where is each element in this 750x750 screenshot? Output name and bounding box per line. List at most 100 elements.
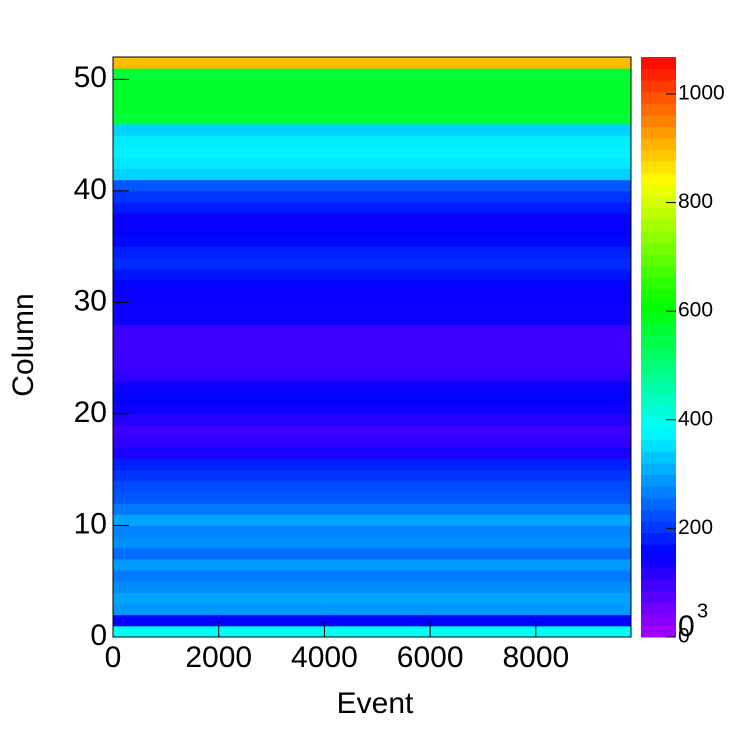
x-tick-label: 0 bbox=[105, 641, 122, 674]
x-tick-label: 8000 bbox=[502, 641, 569, 674]
colorbar-band bbox=[641, 219, 676, 232]
colorbar-band bbox=[641, 207, 676, 220]
heatmap-cell bbox=[113, 469, 631, 482]
colorbar-band bbox=[641, 428, 676, 441]
colorbar-band bbox=[641, 335, 676, 348]
heatmap-cell bbox=[113, 536, 631, 549]
z-tick-label: 800 bbox=[678, 190, 713, 213]
colorbar-band bbox=[641, 625, 676, 638]
heatmap-cell bbox=[113, 503, 631, 515]
colorbar-band bbox=[641, 242, 676, 255]
y-tick-label: 50 bbox=[74, 61, 107, 94]
heatmap-cell bbox=[113, 447, 631, 460]
heatmap-cell bbox=[113, 391, 631, 404]
colorbar-band bbox=[641, 323, 676, 336]
colorbar-band bbox=[641, 590, 676, 603]
colorbar-band bbox=[641, 521, 676, 534]
heatmap-cell bbox=[113, 358, 631, 370]
colorbar-band bbox=[641, 381, 676, 394]
heatmap-cell bbox=[113, 614, 631, 627]
heatmap-cell bbox=[113, 257, 631, 270]
heatmap-cell bbox=[113, 112, 631, 125]
colorbar-band bbox=[641, 231, 676, 244]
colorbar-band bbox=[641, 57, 676, 70]
colorbar-band bbox=[641, 161, 676, 174]
colorbar-band bbox=[641, 265, 676, 278]
heatmap-cell bbox=[113, 190, 631, 203]
heatmap-cell bbox=[113, 492, 631, 504]
heatmap-cell bbox=[113, 380, 631, 393]
colorbar-band bbox=[641, 173, 676, 186]
colorbar-band bbox=[641, 126, 676, 139]
colorbar-band bbox=[641, 115, 676, 128]
heatmap-cell bbox=[113, 324, 631, 337]
heatmap-cell bbox=[113, 79, 631, 91]
colorbar-band bbox=[641, 91, 676, 104]
heatmap-cell bbox=[113, 123, 631, 136]
y-tick-label: 40 bbox=[74, 173, 107, 206]
colorbar-band bbox=[641, 544, 676, 557]
heatmap-cell bbox=[113, 436, 631, 448]
heatmap-cell bbox=[113, 547, 631, 560]
heatmap-cell bbox=[113, 235, 631, 248]
colorbar-band bbox=[641, 463, 676, 476]
colorbar-band bbox=[641, 613, 676, 626]
heatmap-cell bbox=[113, 146, 631, 158]
colorbar-band bbox=[641, 289, 676, 302]
colorbar-band bbox=[641, 254, 676, 267]
z-tick-label: 200 bbox=[678, 516, 713, 539]
colorbar-band bbox=[641, 474, 676, 487]
heatmap-cell bbox=[113, 558, 631, 571]
colorbar-band bbox=[641, 149, 676, 162]
heatmap-cell bbox=[113, 57, 631, 69]
heatmap-cell bbox=[113, 313, 631, 326]
colorbar-band bbox=[641, 68, 676, 81]
heatmap-cell bbox=[113, 570, 631, 582]
heatmap-cell bbox=[113, 246, 631, 259]
heatmap-cell bbox=[113, 413, 631, 426]
heatmap-cell bbox=[113, 135, 631, 147]
heatmap-cell bbox=[113, 458, 631, 471]
colorbar-band bbox=[641, 347, 676, 360]
y-tick-label: 0 bbox=[90, 619, 107, 652]
z-exponent-power: 3 bbox=[697, 600, 708, 622]
heatmap-cell bbox=[113, 369, 631, 381]
colorbar-band bbox=[641, 196, 676, 209]
heatmap-cell bbox=[113, 402, 631, 415]
heatmap-cell bbox=[113, 168, 631, 181]
y-tick-label: 10 bbox=[74, 507, 107, 540]
colorbar-band bbox=[641, 300, 676, 313]
z-exponent-base: 0 bbox=[678, 610, 695, 643]
z-tick-label: 1000 bbox=[678, 81, 725, 104]
z-tick-label: 400 bbox=[678, 407, 713, 430]
colorbar-band bbox=[641, 184, 676, 197]
x-axis-title: Event bbox=[337, 687, 414, 720]
colorbar-band bbox=[641, 370, 676, 383]
colorbar-band bbox=[641, 509, 676, 522]
heatmap-cell bbox=[113, 157, 631, 170]
heatmap-cell bbox=[113, 603, 631, 616]
colorbar-band bbox=[641, 451, 676, 464]
heatmap-cell bbox=[113, 280, 631, 292]
heatmap-cell bbox=[113, 90, 631, 103]
colorbar-band bbox=[641, 416, 676, 429]
heatmap-cell bbox=[113, 425, 631, 437]
heatmap-cell bbox=[113, 268, 631, 281]
heatmap-cell bbox=[113, 213, 631, 225]
colorbar-band bbox=[641, 439, 676, 452]
heatmap-cell bbox=[113, 581, 631, 593]
colorbar-band bbox=[641, 358, 676, 371]
heatmap-cell bbox=[113, 335, 631, 348]
heatmap-cell bbox=[113, 480, 631, 493]
colorbar-band bbox=[641, 103, 676, 116]
heatmap-cell bbox=[113, 625, 631, 638]
heatmap-cell bbox=[113, 101, 631, 114]
x-tick-label: 4000 bbox=[291, 641, 358, 674]
colorbar-band bbox=[641, 579, 676, 592]
heatmap-cell bbox=[113, 291, 631, 303]
colorbar-band bbox=[641, 405, 676, 418]
heatmap-cell bbox=[113, 302, 631, 315]
heatmap-cell bbox=[113, 224, 631, 236]
colorbar-band bbox=[641, 486, 676, 499]
